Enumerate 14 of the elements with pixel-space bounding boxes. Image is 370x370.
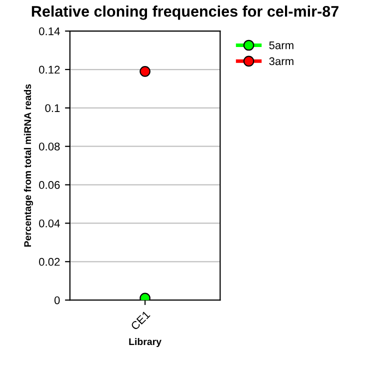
y-tick-label: 0 <box>54 296 60 304</box>
y-tick-label: 0.14 <box>39 27 60 36</box>
y-tick-label: 0.04 <box>39 219 60 228</box>
x-tick-label: CE1 <box>130 310 150 330</box>
chart-title: Relative cloning frequencies for cel-mir-87 <box>32 6 338 20</box>
y-tick-label: 0.02 <box>39 258 60 266</box>
y-tick-label: 0.08 <box>39 142 60 150</box>
legend-label: 3arm <box>269 57 294 66</box>
y-axis-title: Percentage from total miRNA reads <box>24 84 34 247</box>
x-axis-title: Library <box>129 338 162 348</box>
legend-label: 5arm <box>269 41 294 50</box>
y-tick-label: 0.1 <box>45 104 60 112</box>
y-tick-label: 0.12 <box>39 66 60 74</box>
y-tick-label: 0.06 <box>39 181 60 189</box>
